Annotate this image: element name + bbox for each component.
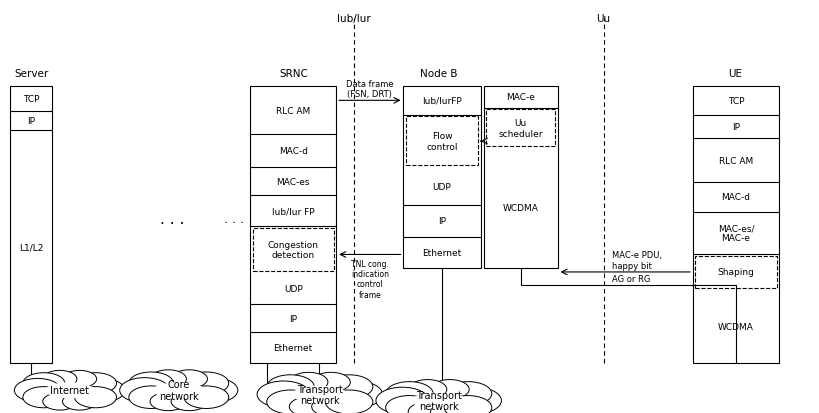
Circle shape <box>430 380 468 399</box>
Ellipse shape <box>45 382 94 398</box>
Bar <box>250 87 336 363</box>
Circle shape <box>311 397 350 413</box>
Text: Iub/Iur: Iub/Iur <box>337 14 371 24</box>
Text: MAC-d: MAC-d <box>278 147 307 156</box>
Text: RLC AM: RLC AM <box>276 107 310 115</box>
Text: Data frame
(FSN, DRT): Data frame (FSN, DRT) <box>346 80 393 99</box>
Bar <box>692 87 778 363</box>
Circle shape <box>266 375 314 399</box>
Bar <box>405 117 477 166</box>
Text: Server: Server <box>14 69 48 78</box>
Circle shape <box>408 402 446 413</box>
Text: Ethernet: Ethernet <box>422 248 461 257</box>
Text: Ethernet: Ethernet <box>274 343 312 352</box>
Text: MAC-e PDU,
happy bit: MAC-e PDU, happy bit <box>611 251 661 270</box>
Circle shape <box>62 370 97 388</box>
Circle shape <box>375 387 428 413</box>
Text: L1/L2: L1/L2 <box>19 243 43 252</box>
Circle shape <box>289 373 328 392</box>
Bar <box>403 87 480 268</box>
Text: MAC-es/
MAC-e: MAC-es/ MAC-e <box>717 223 753 243</box>
Ellipse shape <box>152 382 205 398</box>
Text: Iub/Iur FP: Iub/Iur FP <box>272 207 314 216</box>
Bar <box>483 87 557 268</box>
Text: RLC AM: RLC AM <box>718 156 752 165</box>
Text: TCP: TCP <box>23 95 39 104</box>
Text: IP: IP <box>437 217 446 226</box>
Text: Shaping: Shaping <box>717 268 753 277</box>
Bar <box>486 110 554 147</box>
Circle shape <box>43 370 77 388</box>
Ellipse shape <box>410 393 466 408</box>
Circle shape <box>183 386 229 408</box>
Circle shape <box>23 387 65 408</box>
Circle shape <box>15 378 61 402</box>
Text: UDP: UDP <box>283 285 302 294</box>
Ellipse shape <box>292 386 347 403</box>
Circle shape <box>329 381 382 408</box>
Circle shape <box>129 372 174 394</box>
Circle shape <box>75 373 116 394</box>
Text: SRNC: SRNC <box>278 69 308 78</box>
Circle shape <box>183 372 229 394</box>
Text: WCDMA: WCDMA <box>502 204 538 213</box>
Circle shape <box>171 370 207 388</box>
Text: Uu
scheduler: Uu scheduler <box>498 119 542 138</box>
Text: Uu: Uu <box>595 14 610 24</box>
Circle shape <box>43 393 77 410</box>
Text: MAC-es: MAC-es <box>276 177 310 186</box>
Circle shape <box>444 382 491 406</box>
Text: Iub/IurFP: Iub/IurFP <box>422 97 461 106</box>
Text: Transport
network: Transport network <box>415 390 461 411</box>
Text: Congestion
detection: Congestion detection <box>267 240 319 260</box>
Circle shape <box>408 380 446 399</box>
Text: IP: IP <box>731 123 739 132</box>
Text: Internet: Internet <box>50 385 89 395</box>
Bar <box>695 256 776 288</box>
Circle shape <box>311 373 350 392</box>
Circle shape <box>171 392 207 411</box>
Circle shape <box>444 396 491 413</box>
Text: UDP: UDP <box>432 182 450 191</box>
Circle shape <box>448 387 501 413</box>
Text: . . .: . . . <box>224 212 243 225</box>
Circle shape <box>289 397 328 413</box>
Circle shape <box>385 396 432 413</box>
Circle shape <box>430 402 468 413</box>
Circle shape <box>129 386 174 408</box>
Text: . . .: . . . <box>160 211 184 226</box>
Circle shape <box>325 375 373 399</box>
Circle shape <box>120 378 170 403</box>
Bar <box>10 87 52 363</box>
Text: Core
network: Core network <box>159 380 198 401</box>
Circle shape <box>150 392 186 411</box>
Text: TNL cong.
indication
control
frame: TNL cong. indication control frame <box>351 259 388 299</box>
Circle shape <box>385 382 432 406</box>
Text: WCDMA: WCDMA <box>717 322 753 331</box>
Text: IP: IP <box>27 117 35 126</box>
Text: UE: UE <box>727 69 742 78</box>
Text: MAC-d: MAC-d <box>721 193 749 202</box>
Text: MAC-e: MAC-e <box>505 93 535 102</box>
Circle shape <box>188 378 238 403</box>
Text: Flow
control: Flow control <box>426 132 457 152</box>
Circle shape <box>62 393 97 410</box>
Text: Transport
network: Transport network <box>296 384 342 405</box>
Circle shape <box>75 387 116 408</box>
Circle shape <box>150 370 186 388</box>
Bar <box>252 228 333 271</box>
Circle shape <box>266 390 314 413</box>
Circle shape <box>79 378 124 402</box>
Circle shape <box>325 390 373 413</box>
Text: AG or RG: AG or RG <box>611 274 649 283</box>
Circle shape <box>23 373 65 394</box>
Text: TCP: TCP <box>726 97 744 106</box>
Text: Node B: Node B <box>419 69 457 78</box>
Text: IP: IP <box>289 314 296 323</box>
Circle shape <box>257 381 310 408</box>
